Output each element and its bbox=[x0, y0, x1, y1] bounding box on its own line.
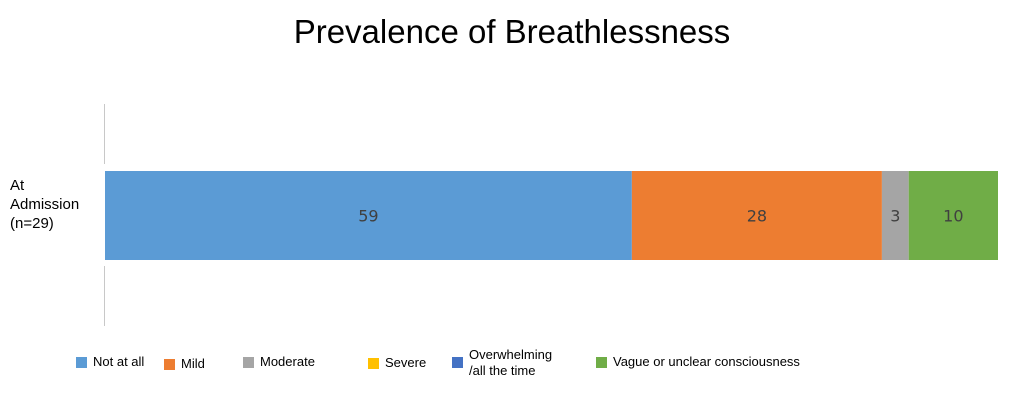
bar-segment-not-at-all bbox=[105, 171, 632, 260]
legend-item-moderate: Moderate bbox=[243, 354, 315, 370]
legend-label-not-at-all: Not at all bbox=[93, 354, 145, 369]
legend-item-mild: Mild bbox=[164, 356, 205, 372]
data-label-mild: 28 bbox=[747, 207, 767, 226]
category-axis-line-top bbox=[104, 104, 105, 164]
category-label: At Admission (n=29) bbox=[10, 177, 80, 232]
data-label-moderate: 3 bbox=[890, 207, 900, 226]
bar-segment-mild bbox=[631, 171, 882, 260]
legend: Not at all Mild Moderate Severe Overwhel… bbox=[0, 346, 1024, 386]
bar-segment-moderate bbox=[881, 171, 909, 260]
legend-swatch-moderate bbox=[243, 357, 254, 368]
legend-swatch-overwhelming bbox=[452, 357, 463, 368]
legend-item-severe: Severe bbox=[368, 355, 426, 371]
legend-label-mild: Mild bbox=[181, 356, 205, 371]
legend-item-overwhelming: Overwhelming /all the time bbox=[452, 347, 552, 379]
bar-segment-vague-consciousness bbox=[908, 171, 998, 260]
data-label-not-at-all: 59 bbox=[358, 207, 378, 226]
legend-swatch-severe bbox=[368, 358, 379, 369]
legend-swatch-not-at-all bbox=[76, 357, 87, 368]
legend-item-vague-consciousness: Vague or unclear consciousness bbox=[596, 354, 800, 370]
legend-item-not-at-all: Not at all bbox=[76, 354, 144, 370]
data-label-vague-consciousness: 10 bbox=[943, 207, 963, 226]
chart-title: Prevalence of Breathlessness bbox=[293, 13, 731, 50]
legend-swatch-vague-consciousness bbox=[596, 357, 607, 368]
legend-label-moderate: Moderate bbox=[260, 354, 315, 369]
legend-label-severe: Severe bbox=[385, 355, 427, 370]
legend-swatch-mild bbox=[164, 359, 175, 370]
category-axis-line-bottom bbox=[104, 266, 105, 326]
legend-label-overwhelming: Overwhelming /all the time bbox=[469, 347, 553, 378]
legend-label-vague-consciousness: Vague or unclear consciousness bbox=[613, 354, 800, 369]
